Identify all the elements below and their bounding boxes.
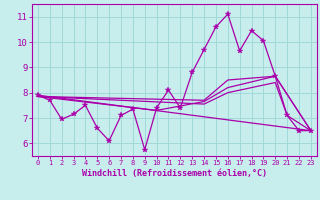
X-axis label: Windchill (Refroidissement éolien,°C): Windchill (Refroidissement éolien,°C) <box>82 169 267 178</box>
